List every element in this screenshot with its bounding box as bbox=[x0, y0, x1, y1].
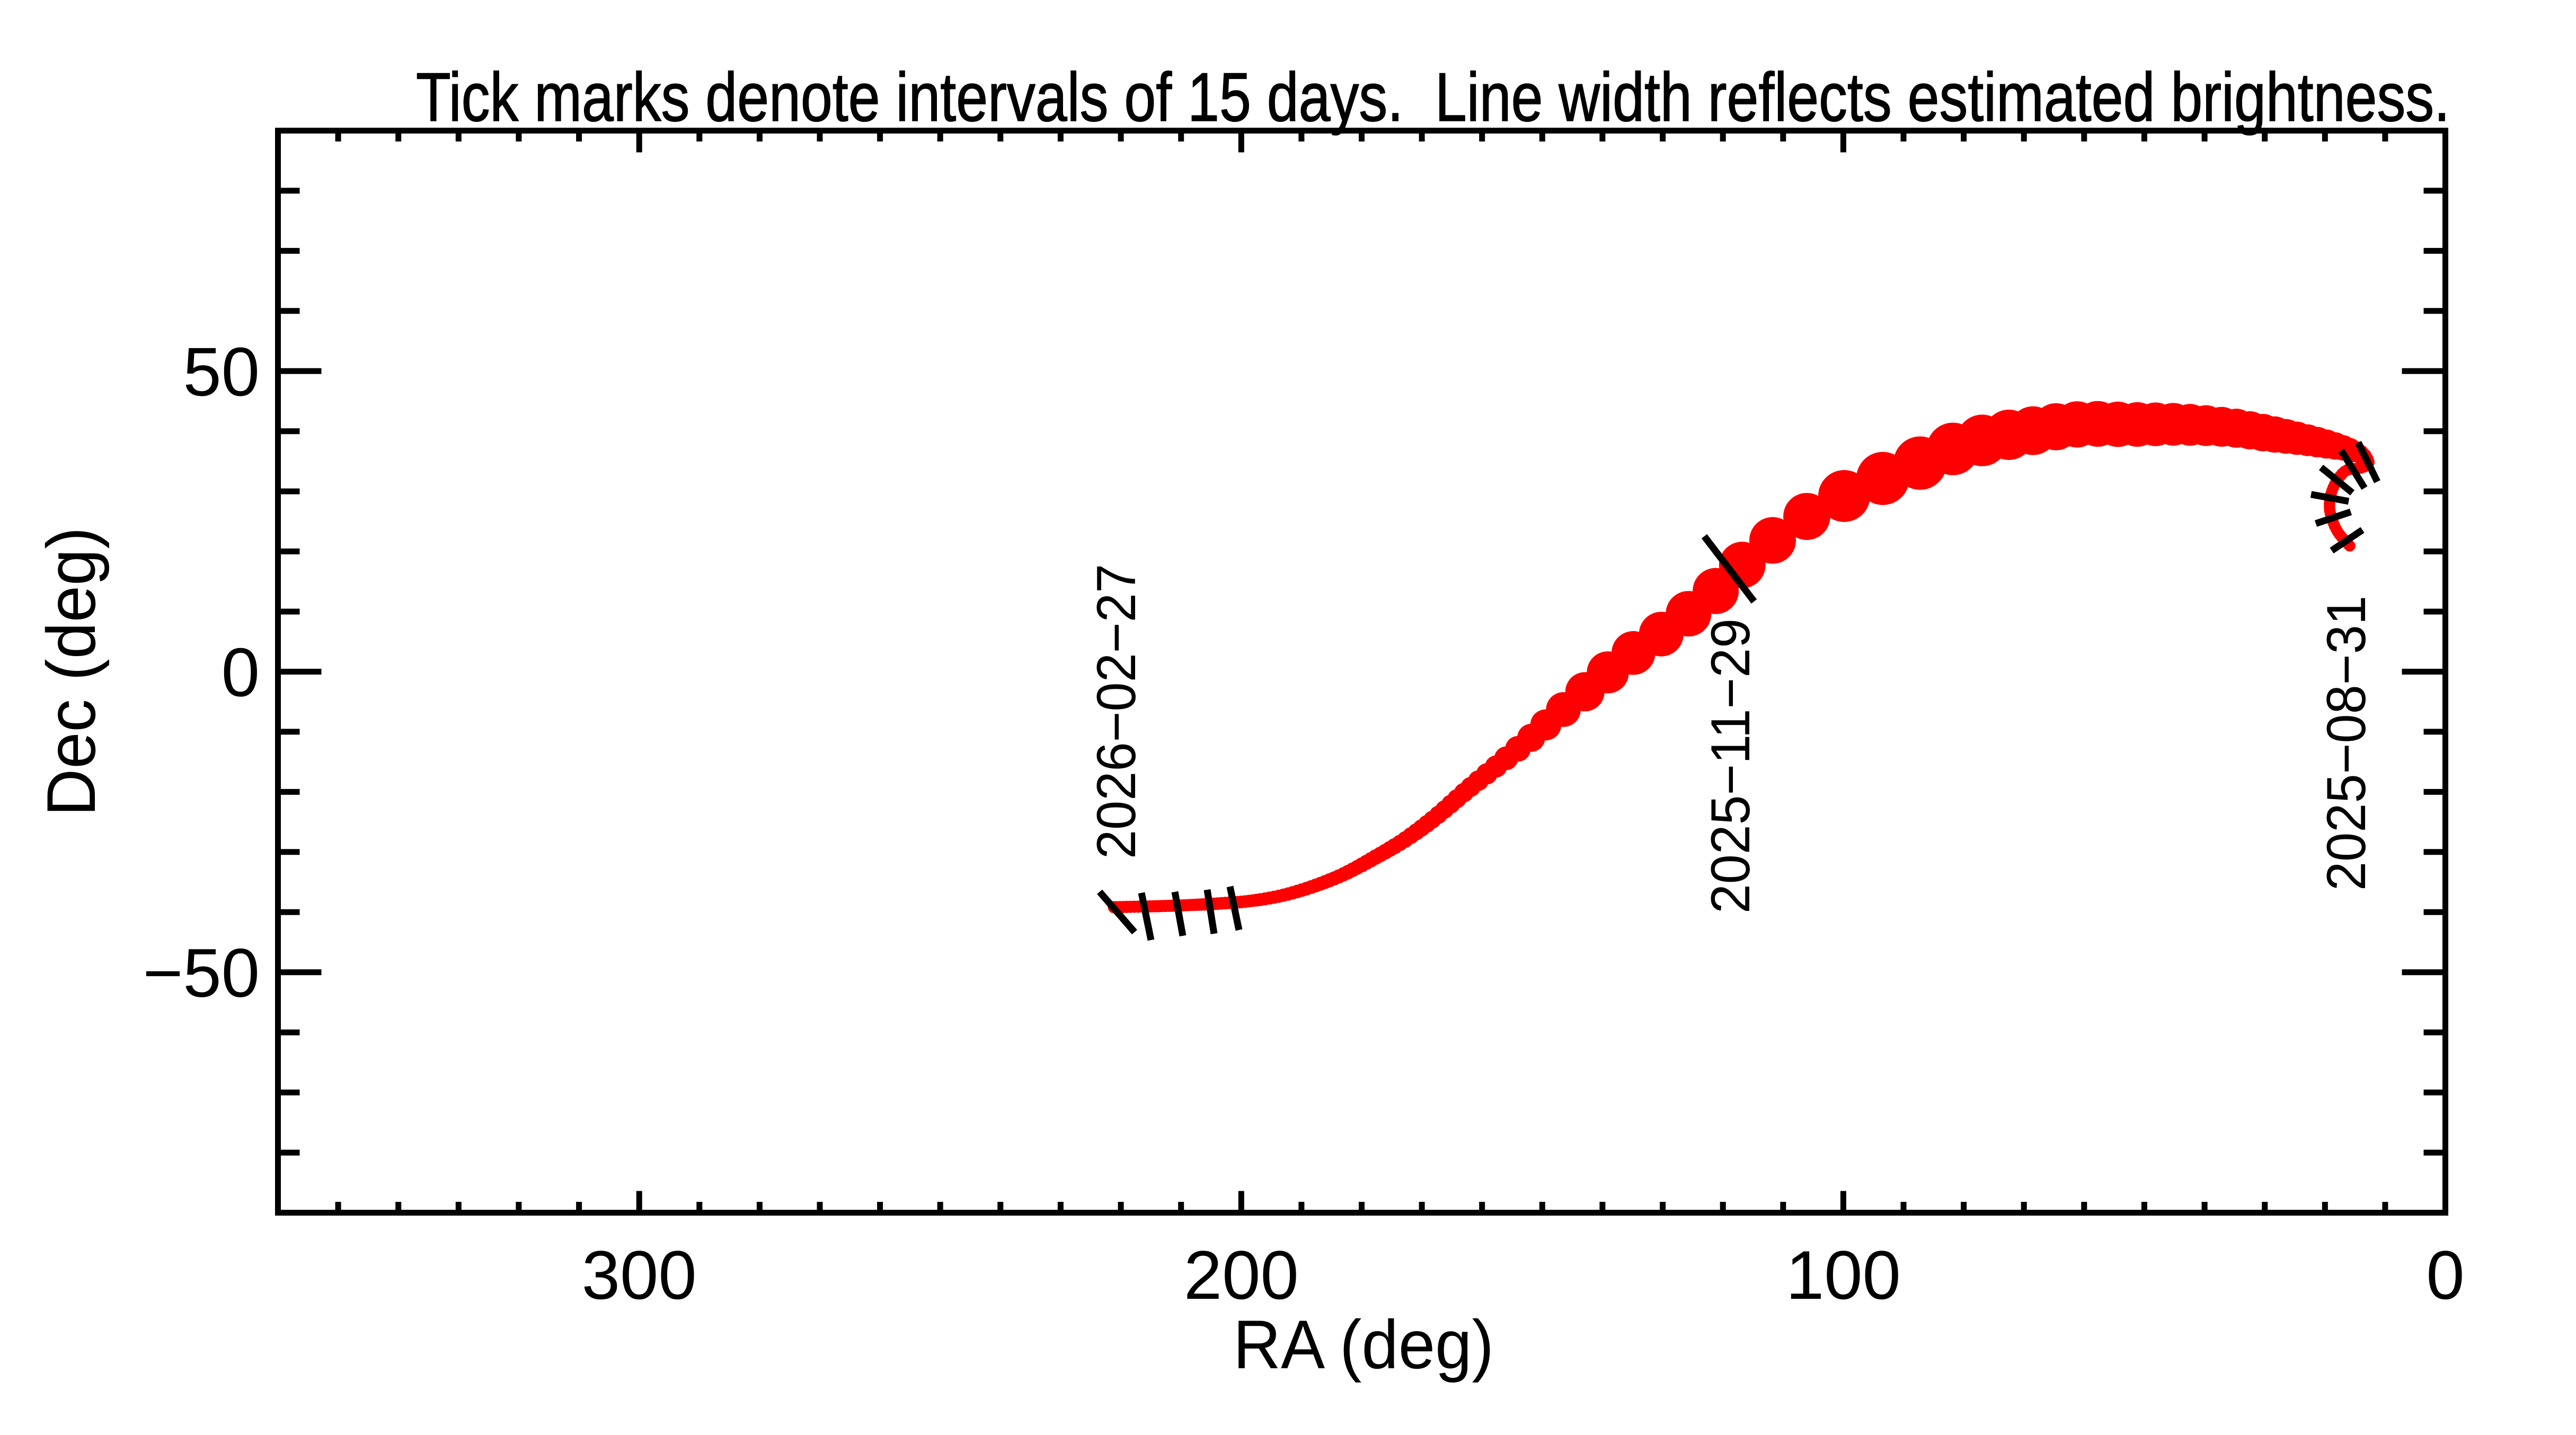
svg-text:50: 50 bbox=[183, 333, 260, 410]
svg-text:2025−11−29: 2025−11−29 bbox=[1700, 618, 1761, 914]
svg-text:100: 100 bbox=[1786, 1236, 1901, 1314]
svg-text:0: 0 bbox=[2426, 1236, 2464, 1314]
svg-text:2025−08−31: 2025−08−31 bbox=[2316, 596, 2377, 891]
svg-text:−50: −50 bbox=[143, 934, 260, 1012]
svg-text:0: 0 bbox=[222, 634, 260, 711]
svg-text:300: 300 bbox=[582, 1236, 697, 1314]
svg-text:2026−02−27: 2026−02−27 bbox=[1086, 564, 1147, 859]
svg-text:Tick marks denote intervals of: Tick marks denote intervals of 15 days. … bbox=[416, 58, 2450, 136]
svg-text:RA (deg): RA (deg) bbox=[1233, 1306, 1494, 1383]
svg-text:Dec (deg): Dec (deg) bbox=[32, 527, 110, 817]
svg-text:200: 200 bbox=[1184, 1236, 1299, 1314]
